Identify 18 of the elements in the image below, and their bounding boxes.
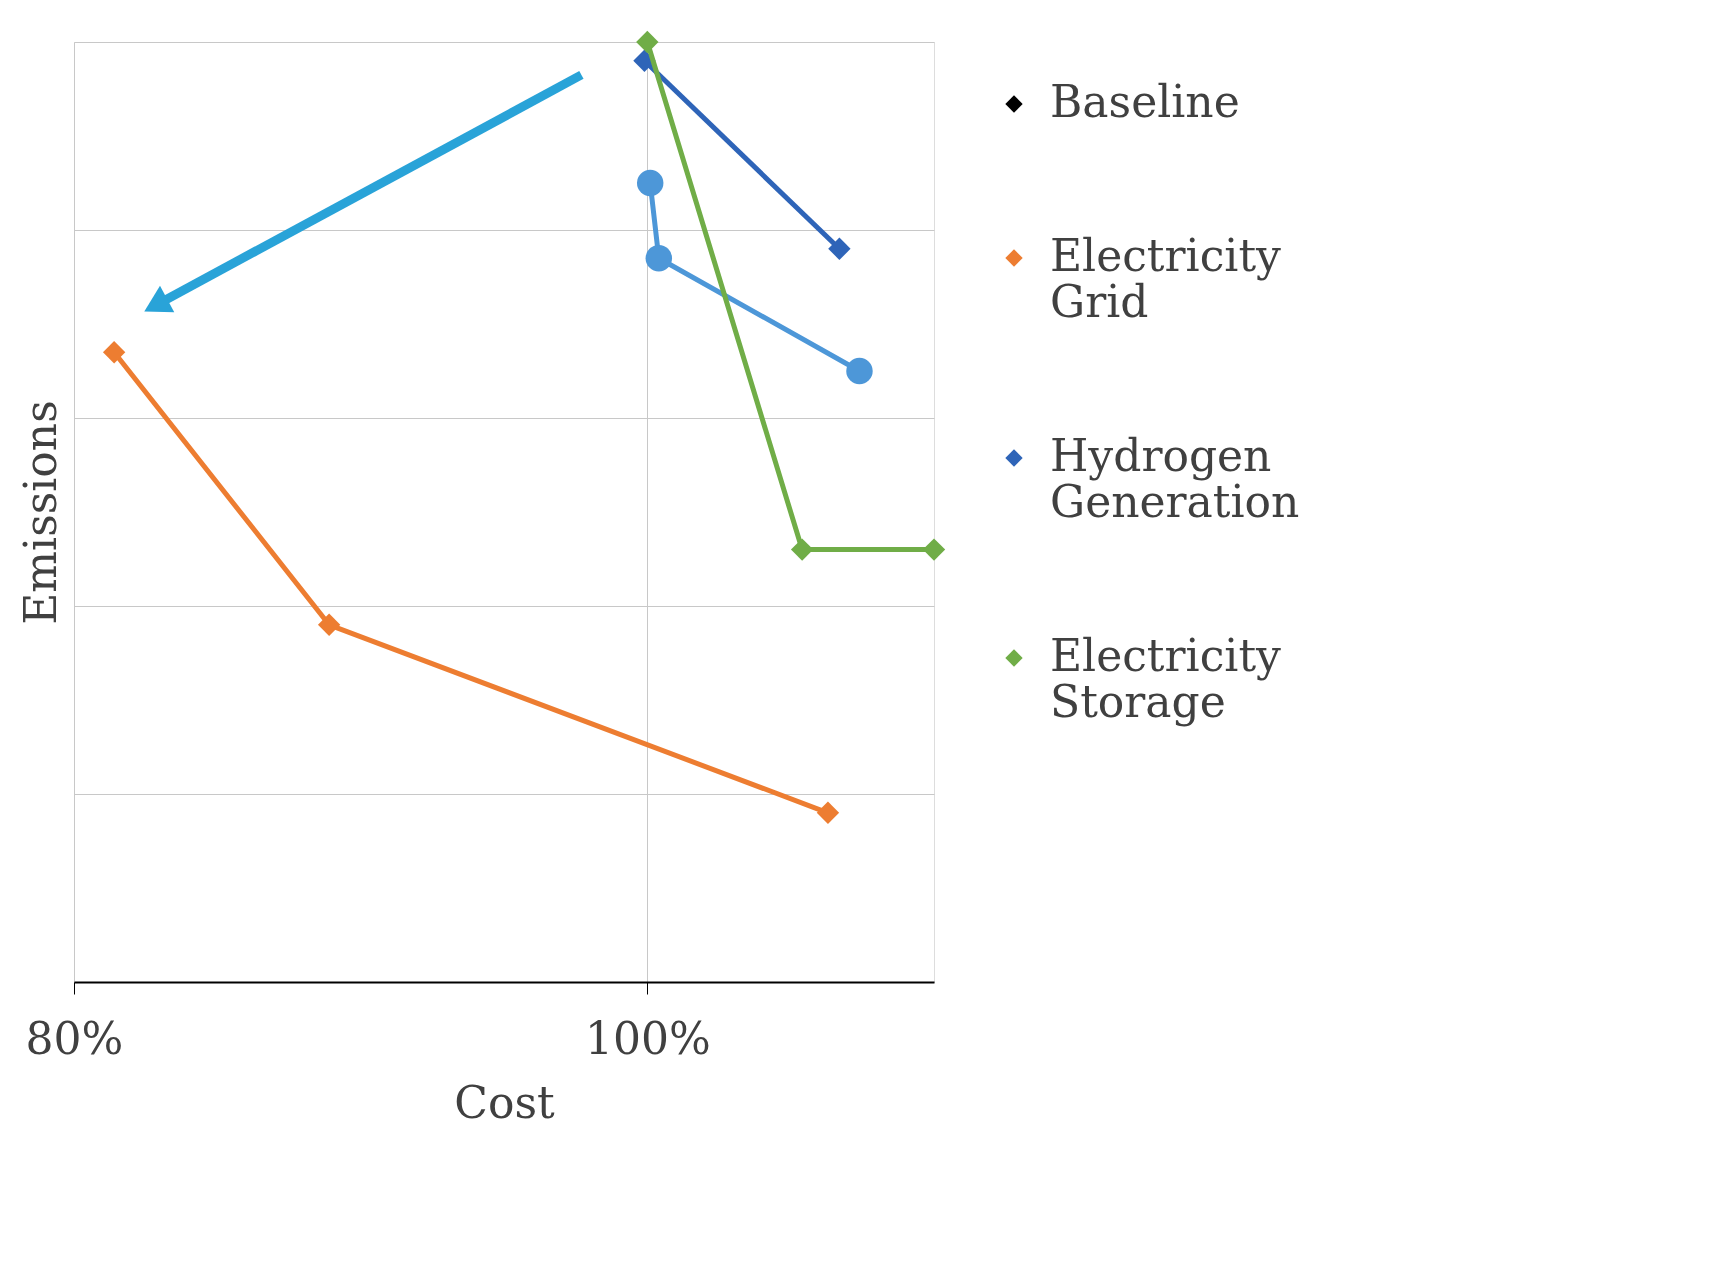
point [102,341,126,364]
legend-label: Hydrogen Generation [1050,430,1300,527]
x-tick-label: 80% [25,1012,124,1064]
point [317,613,341,636]
point [816,801,840,824]
point [790,538,814,561]
x-axis-title: Cost [454,1076,556,1128]
legend-label: Electricity Grid [1050,230,1282,327]
point [645,245,673,272]
y-axis-title: Emissions [14,400,66,625]
x-tick-label: 100% [584,1012,711,1064]
point [922,538,946,561]
legend-label: Baseline [1050,76,1240,127]
point [636,169,664,197]
point [846,357,873,385]
legend-label: Electricity Storage [1050,630,1282,727]
point [828,237,851,260]
point [636,30,659,54]
